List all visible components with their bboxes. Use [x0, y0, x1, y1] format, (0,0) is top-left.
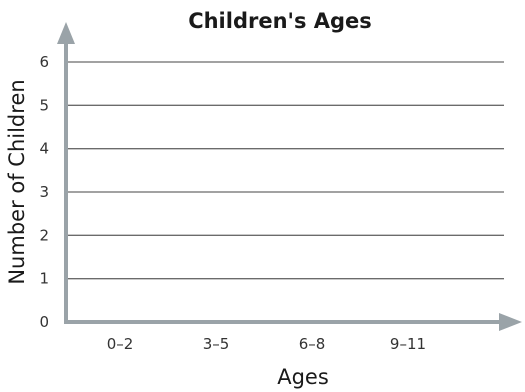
x-category-label: 3–5 — [203, 335, 230, 353]
y-tick-label: 4 — [39, 140, 49, 158]
x-category-label: 6–8 — [299, 335, 326, 353]
x-category-label: 9–11 — [390, 335, 426, 353]
chart-title: Children's Ages — [188, 9, 372, 33]
x-axis-arrow — [499, 313, 522, 331]
y-tick-label: 2 — [39, 226, 49, 244]
y-axis-arrow — [57, 22, 75, 44]
y-tick-label: 6 — [39, 53, 49, 71]
y-tick-label: 0 — [39, 313, 49, 331]
x-axis-label: Ages — [277, 365, 329, 389]
grid-lines — [66, 61, 504, 280]
y-axis-label: Number of Children — [5, 79, 29, 284]
x-category-labels: 0–2 3–5 6–8 9–11 — [107, 335, 426, 353]
x-category-label: 0–2 — [107, 335, 134, 353]
y-tick-labels: 0 1 2 3 4 5 6 — [39, 53, 49, 331]
y-tick-label: 1 — [39, 270, 49, 288]
y-tick-label: 3 — [39, 183, 49, 201]
y-tick-label: 5 — [39, 96, 49, 114]
